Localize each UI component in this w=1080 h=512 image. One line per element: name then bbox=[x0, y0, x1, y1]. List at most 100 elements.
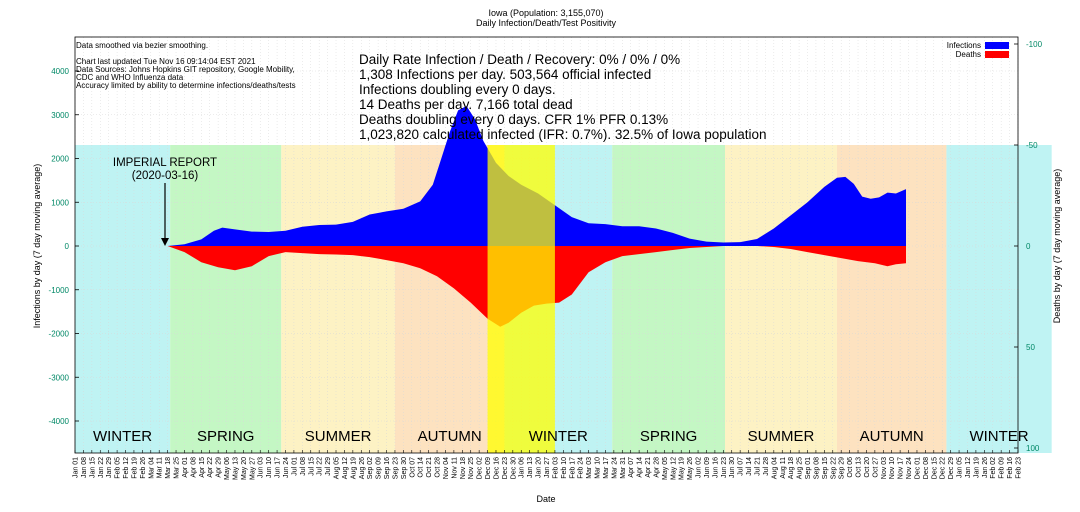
x-tick-label: Jul 08 bbox=[300, 457, 307, 476]
x-tick-label: May 19 bbox=[679, 457, 686, 480]
x-tick-label: Nov 17 bbox=[898, 457, 905, 479]
y-left-tick-label: -2000 bbox=[49, 330, 70, 339]
x-tick-label: Jul 29 bbox=[325, 457, 332, 476]
x-tick-label: Nov 11 bbox=[451, 457, 458, 479]
y-right-tick-label: -50 bbox=[1026, 141, 1038, 150]
x-tick-label: Jan 06 bbox=[519, 457, 526, 478]
x-tick-label: Mar 24 bbox=[611, 457, 618, 479]
x-tick-label: Mar 25 bbox=[174, 457, 181, 479]
season-band bbox=[75, 145, 171, 453]
x-tick-label: Jul 28 bbox=[763, 457, 770, 476]
x-tick-label: Dec 30 bbox=[510, 457, 517, 479]
x-tick-label: Oct 28 bbox=[435, 457, 442, 478]
x-axis-label: Date bbox=[536, 494, 555, 504]
x-tick-label: Nov 03 bbox=[881, 457, 888, 479]
season-band bbox=[612, 145, 725, 453]
x-tick-label: Feb 23 bbox=[1016, 457, 1023, 479]
x-tick-label: Jun 03 bbox=[258, 457, 265, 478]
x-tick-label: Apr 14 bbox=[637, 457, 644, 478]
y-left-tick-label: 3000 bbox=[51, 111, 69, 120]
season-label: SUMMER bbox=[748, 428, 815, 445]
x-tick-label: Oct 21 bbox=[426, 457, 433, 478]
info-large-line: 14 Deaths per day. 7,166 total dead bbox=[359, 97, 573, 112]
x-tick-label: Nov 04 bbox=[443, 457, 450, 479]
y-left-tick-label: 0 bbox=[65, 242, 70, 251]
x-tick-label: Sep 01 bbox=[805, 457, 812, 479]
x-tick-label: Aug 19 bbox=[350, 457, 357, 479]
x-tick-label: Aug 11 bbox=[780, 457, 787, 479]
x-tick-label: Jan 22 bbox=[98, 457, 105, 478]
x-tick-label: Jan 12 bbox=[965, 457, 972, 478]
x-tick-label: Aug 25 bbox=[797, 457, 804, 479]
x-tick-label: Dec 16 bbox=[494, 457, 501, 479]
season-label: WINTER bbox=[93, 428, 152, 445]
x-tick-label: Jun 30 bbox=[729, 457, 736, 478]
x-tick-label: May 27 bbox=[249, 457, 256, 480]
axes: -4000-3000-2000-100001000200030004000-10… bbox=[49, 36, 1043, 480]
x-tick-label: Feb 12 bbox=[123, 457, 130, 479]
x-tick-label: Oct 06 bbox=[847, 457, 854, 478]
x-tick-label: Oct 14 bbox=[418, 457, 425, 478]
x-tick-label: Feb 26 bbox=[140, 457, 147, 479]
x-tick-label: May 20 bbox=[241, 457, 248, 480]
x-tick-label: Jan 19 bbox=[973, 457, 980, 478]
x-tick-label: Apr 01 bbox=[182, 457, 189, 478]
x-tick-label: Feb 09 bbox=[999, 457, 1006, 479]
season-label: SPRING bbox=[197, 428, 255, 445]
info-large-line: 1,308 Infections per day. 503,564 offici… bbox=[359, 67, 651, 82]
x-tick-label: Jan 08 bbox=[81, 457, 88, 478]
x-tick-label: Feb 05 bbox=[115, 457, 122, 479]
legend-swatch-deaths bbox=[985, 51, 1009, 58]
x-tick-label: Feb 10 bbox=[561, 457, 568, 479]
x-tick-label: Oct 07 bbox=[409, 457, 416, 478]
x-tick-label: Jun 09 bbox=[704, 457, 711, 478]
x-tick-label: Sep 22 bbox=[830, 457, 837, 479]
x-tick-label: Jul 21 bbox=[755, 457, 762, 476]
y-right-tick-label: 100 bbox=[1026, 444, 1040, 453]
y-right-tick-label: 0 bbox=[1026, 242, 1031, 251]
y-left-tick-label: 2000 bbox=[51, 155, 69, 164]
x-tick-label: Jan 01 bbox=[73, 457, 80, 478]
x-tick-label: Aug 05 bbox=[334, 457, 341, 479]
chart-subtitle: Daily Infection/Death/Test Positivity bbox=[476, 18, 617, 28]
x-tick-label: Feb 17 bbox=[569, 457, 576, 479]
x-tick-label: Apr 07 bbox=[628, 457, 635, 478]
y-left-tick-label: 4000 bbox=[51, 67, 69, 76]
x-tick-label: Mar 11 bbox=[157, 457, 164, 478]
y-left-tick-label: 1000 bbox=[51, 198, 69, 207]
x-tick-label: Sep 30 bbox=[401, 457, 408, 479]
season-band bbox=[281, 145, 395, 453]
y-right-tick-label: 50 bbox=[1026, 343, 1035, 352]
x-tick-label: Nov 24 bbox=[906, 457, 913, 479]
x-tick-label: Apr 15 bbox=[199, 457, 206, 478]
holiday-bands bbox=[487, 145, 555, 453]
season-label: AUTUMN bbox=[860, 428, 924, 445]
x-tick-label: Dec 15 bbox=[931, 457, 938, 479]
x-tick-label: Dec 01 bbox=[915, 457, 922, 479]
info-small-block: Data smoothed via bezier smoothing. Char… bbox=[76, 41, 296, 90]
info-large-line: Deaths doubling every 0 days. CFR 1% PFR… bbox=[359, 112, 668, 127]
season-labels: WINTER SPRING SUMMER AUTUMN WINTER SPRING SUMM… bbox=[93, 428, 1029, 445]
season-label: SPRING bbox=[640, 428, 698, 445]
x-tick-label: Apr 08 bbox=[190, 457, 197, 478]
x-tick-label: Aug 18 bbox=[788, 457, 795, 479]
legend-label-deaths: Deaths bbox=[956, 50, 981, 59]
x-tick-label: Mar 17 bbox=[603, 457, 610, 479]
legend-label-infections: Infections bbox=[947, 41, 981, 50]
x-tick-label: Sep 23 bbox=[392, 457, 399, 479]
x-tick-label: Jan 20 bbox=[536, 457, 543, 478]
x-tick-label: Dec 09 bbox=[485, 457, 492, 479]
x-tick-label: May 13 bbox=[233, 457, 240, 480]
info-small-line: Data Sources: Johns Hopkins GIT reposito… bbox=[76, 65, 295, 74]
x-tick-label: Jun 10 bbox=[266, 457, 273, 478]
x-tick-label: Jun 02 bbox=[696, 457, 703, 478]
x-tick-label: Mar 18 bbox=[165, 457, 172, 479]
x-tick-label: Jul 22 bbox=[317, 457, 324, 476]
x-tick-label: Mar 03 bbox=[586, 457, 593, 479]
x-tick-label: Apr 22 bbox=[207, 457, 214, 478]
legend-swatch-infections bbox=[985, 42, 1009, 49]
x-tick-label: Mar 10 bbox=[595, 457, 602, 479]
season-label: WINTER bbox=[529, 428, 588, 445]
x-tick-label: Dec 29 bbox=[948, 457, 955, 479]
